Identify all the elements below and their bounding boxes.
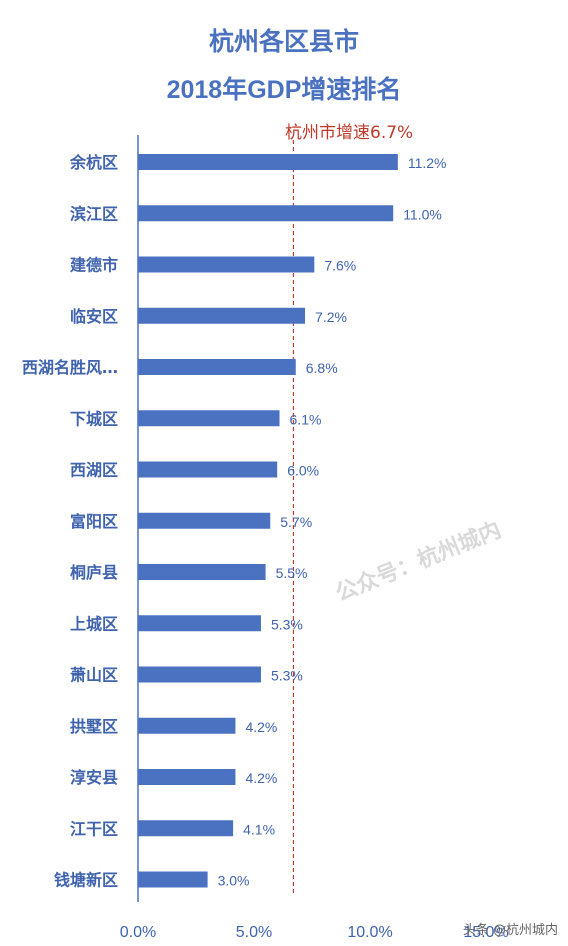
value-label-9: 5.3% — [271, 616, 303, 632]
category-label-7: 富阳区 — [70, 512, 118, 531]
x-tick-label-3: 15.0% — [463, 924, 508, 941]
bar-2 — [138, 256, 315, 273]
category-label-9: 上城区 — [70, 614, 118, 633]
chart-subtitle: 2018年GDP增速排名 — [166, 76, 402, 104]
chart-title: 杭州各区县市 — [208, 28, 359, 56]
reference-line-label: 杭州市增速6.7% — [285, 123, 413, 143]
value-label-6: 6.0% — [287, 463, 319, 479]
x-tick-label-1: 5.0% — [236, 924, 272, 941]
bar-7 — [138, 512, 271, 529]
bar-9 — [138, 615, 261, 632]
bar-5 — [138, 410, 280, 427]
category-label-10: 萧山区 — [70, 666, 118, 685]
value-label-0: 11.2% — [408, 155, 447, 171]
bar-1 — [138, 205, 394, 222]
value-label-1: 11.0% — [403, 206, 442, 222]
category-label-1: 滨江区 — [70, 204, 118, 223]
value-label-11: 4.2% — [245, 719, 277, 735]
value-label-12: 4.2% — [245, 770, 277, 786]
bar-12 — [138, 769, 236, 785]
value-label-4: 6.8% — [306, 360, 338, 376]
bar-11 — [138, 717, 236, 734]
category-label-11: 拱墅区 — [70, 717, 118, 736]
value-label-13: 4.1% — [243, 821, 275, 837]
category-label-13: 江干区 — [70, 819, 118, 838]
category-label-14: 钱塘新区 — [54, 871, 118, 890]
category-label-3: 临安区 — [70, 307, 118, 326]
value-label-3: 7.2% — [315, 309, 347, 325]
category-label-2: 建德市 — [70, 256, 118, 275]
category-label-0: 余杭区 — [69, 153, 118, 172]
bar-6 — [138, 461, 278, 478]
value-label-5: 6.1% — [290, 411, 322, 427]
bar-10 — [138, 666, 261, 683]
value-label-14: 3.0% — [218, 873, 250, 889]
value-label-10: 5.3% — [271, 668, 303, 684]
category-label-12: 淳安县 — [70, 768, 118, 787]
category-label-4: 西湖名胜风… — [22, 358, 118, 377]
category-label-6: 西湖区 — [70, 461, 118, 480]
bar-3 — [138, 307, 306, 324]
category-label-5: 下城区 — [70, 409, 118, 428]
x-tick-label-2: 10.0% — [347, 924, 392, 941]
bar-14 — [138, 871, 208, 888]
value-label-7: 5.7% — [280, 514, 312, 530]
source-credit: 头条 @杭州城内 — [462, 923, 558, 938]
x-tick-label-0: 0.0% — [120, 924, 156, 941]
value-label-8: 5.5% — [276, 565, 308, 581]
bar-8 — [138, 564, 266, 580]
bar-13 — [138, 820, 234, 837]
bar-4 — [138, 359, 296, 375]
value-label-2: 7.6% — [324, 258, 356, 274]
bar-0 — [138, 154, 398, 170]
category-label-8: 桐庐县 — [70, 563, 118, 582]
